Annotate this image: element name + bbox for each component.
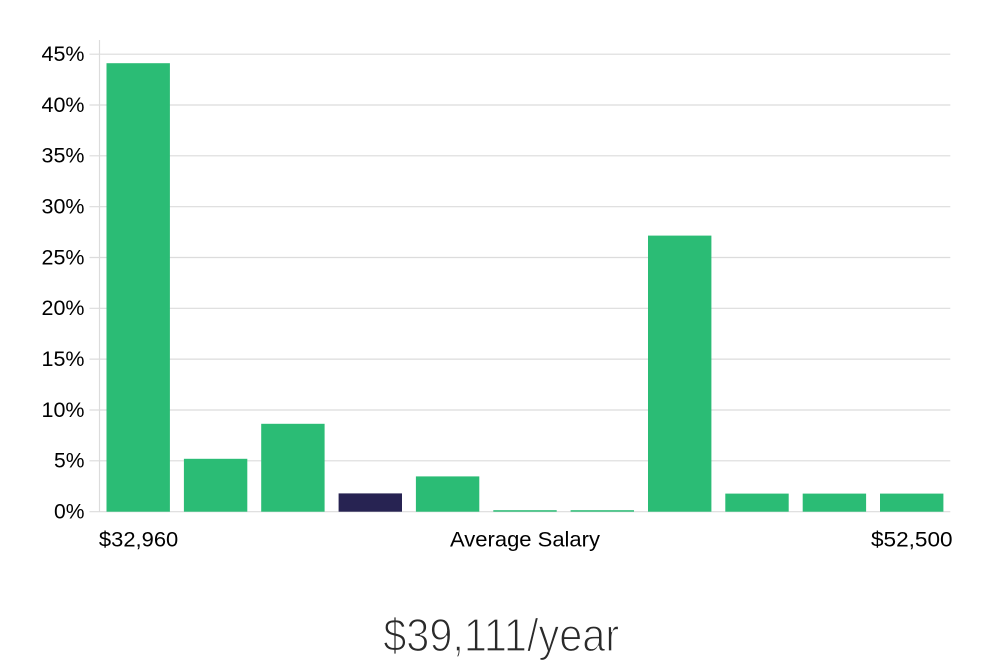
svg-text:Average Salary: Average Salary (450, 529, 601, 552)
svg-text:$52,500: $52,500 (871, 529, 953, 552)
svg-text:$39,111/year: $39,111/year (383, 609, 619, 660)
svg-text:25%: 25% (42, 246, 85, 269)
svg-text:35%: 35% (42, 145, 85, 168)
svg-text:20%: 20% (42, 297, 85, 320)
svg-text:30%: 30% (42, 196, 85, 219)
svg-text:45%: 45% (42, 43, 85, 66)
svg-text:15%: 15% (42, 348, 85, 371)
svg-text:$32,960: $32,960 (99, 529, 178, 552)
svg-text:10%: 10% (42, 399, 85, 422)
svg-text:40%: 40% (42, 94, 85, 117)
svg-text:5%: 5% (54, 450, 85, 473)
svg-text:0%: 0% (54, 501, 85, 524)
